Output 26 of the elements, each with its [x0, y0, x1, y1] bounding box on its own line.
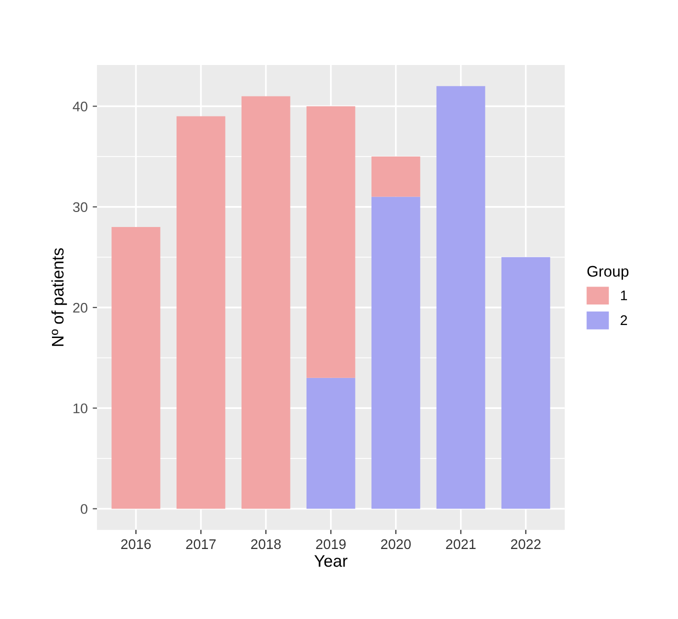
x-tick-label: 2020	[381, 539, 411, 550]
x-tick-label: 2017	[186, 539, 216, 550]
bar	[176, 116, 226, 509]
y-tick-label: 30	[73, 202, 88, 212]
x-axis-title: Year	[314, 555, 348, 567]
x-tick-label: 2019	[316, 539, 346, 550]
x-tick-label: 2022	[511, 539, 541, 550]
legend-label: 1	[621, 290, 628, 300]
x-tick-label: 2021	[446, 539, 476, 550]
y-axis-title: Nº of patients	[51, 248, 67, 346]
bar	[501, 257, 550, 509]
x-tick-label: 2018	[251, 539, 281, 550]
y-tick-label: 40	[72, 102, 88, 112]
legend-label: 2	[620, 315, 627, 325]
bar	[306, 106, 356, 378]
bar	[242, 96, 290, 509]
bar	[306, 378, 356, 509]
y-tick-label: 20	[73, 302, 88, 313]
bar	[436, 86, 486, 509]
bar	[371, 156, 420, 197]
legend-title: Group	[587, 266, 628, 280]
bar	[371, 196, 420, 509]
y-tick-label: 0	[80, 504, 88, 514]
bar	[112, 226, 160, 509]
x-tick-label: 2016	[121, 539, 151, 550]
y-tick-label: 10	[74, 403, 88, 414]
